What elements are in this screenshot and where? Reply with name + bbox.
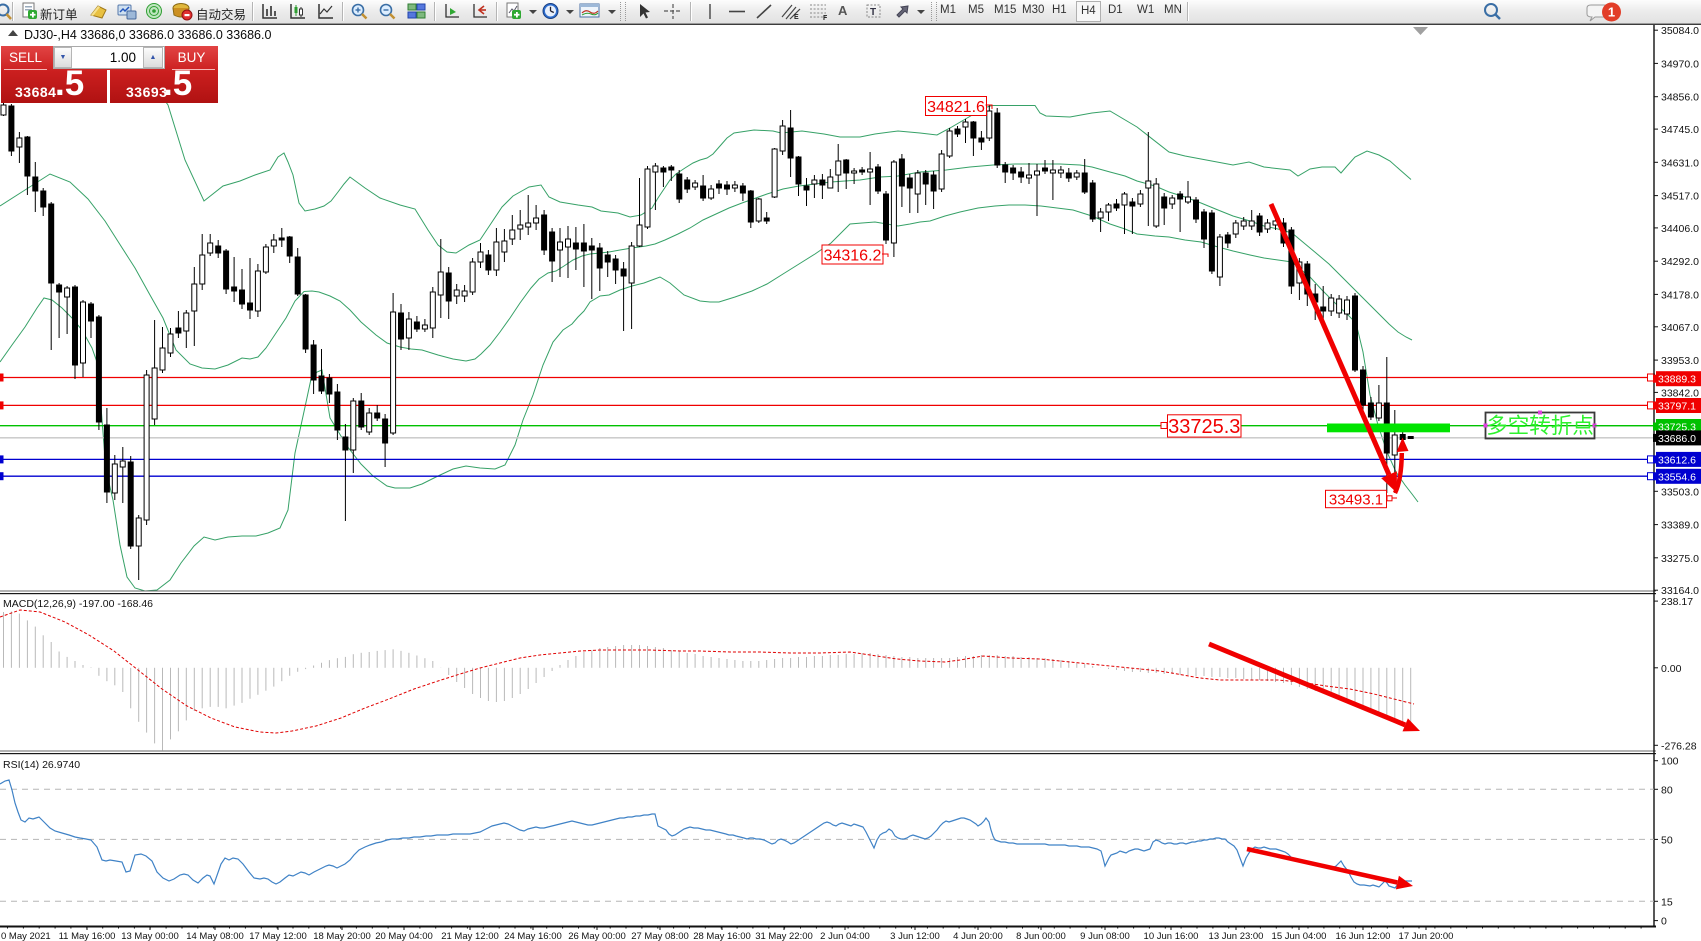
svg-text:34970.0: 34970.0 bbox=[1661, 58, 1699, 70]
svg-text:13 May 00:00: 13 May 00:00 bbox=[121, 931, 179, 941]
svg-text:1: 1 bbox=[1608, 5, 1615, 20]
svg-text:34316.2: 34316.2 bbox=[824, 247, 882, 264]
svg-text:33953.0: 33953.0 bbox=[1661, 355, 1699, 367]
svg-text:31 May 22:00: 31 May 22:00 bbox=[755, 931, 813, 941]
svg-text:27 May 08:00: 27 May 08:00 bbox=[631, 931, 689, 941]
svg-text:0 May 2021: 0 May 2021 bbox=[1, 931, 51, 941]
svg-text:RSI(14) 26.9740: RSI(14) 26.9740 bbox=[3, 759, 80, 771]
svg-text:34178.0: 34178.0 bbox=[1661, 289, 1699, 301]
svg-text:238.17: 238.17 bbox=[1661, 596, 1693, 608]
svg-text:35084.0: 35084.0 bbox=[1661, 25, 1699, 37]
svg-text:50: 50 bbox=[1661, 834, 1673, 846]
svg-text:-276.28: -276.28 bbox=[1661, 740, 1697, 752]
svg-text:多空转折点: 多空转折点 bbox=[1486, 414, 1594, 438]
svg-text:0: 0 bbox=[1661, 916, 1667, 928]
svg-text:2 Jun 04:00: 2 Jun 04:00 bbox=[820, 931, 870, 941]
svg-text:T: T bbox=[870, 7, 876, 18]
svg-text:11 May 16:00: 11 May 16:00 bbox=[59, 931, 116, 941]
svg-text:17 Jun 20:00: 17 Jun 20:00 bbox=[1399, 931, 1454, 941]
svg-text:33842.0: 33842.0 bbox=[1661, 387, 1699, 399]
svg-text:34821.6: 34821.6 bbox=[927, 99, 985, 116]
svg-text:33725.3: 33725.3 bbox=[1168, 416, 1240, 438]
svg-text:10 Jun 16:00: 10 Jun 16:00 bbox=[1144, 931, 1199, 941]
svg-text:33797.1: 33797.1 bbox=[1658, 401, 1696, 413]
svg-text:18 May 20:00: 18 May 20:00 bbox=[313, 931, 371, 941]
svg-text:8 Jun 00:00: 8 Jun 00:00 bbox=[1016, 931, 1066, 941]
svg-text:E: E bbox=[794, 14, 799, 21]
svg-text:14 May 08:00: 14 May 08:00 bbox=[186, 931, 244, 941]
svg-text:33164.0: 33164.0 bbox=[1661, 585, 1699, 597]
svg-text:F: F bbox=[823, 15, 828, 21]
svg-text:15: 15 bbox=[1661, 896, 1673, 908]
svg-text:33493.1: 33493.1 bbox=[1329, 491, 1383, 508]
svg-text:0.00: 0.00 bbox=[1661, 663, 1682, 675]
svg-text:9 Jun 08:00: 9 Jun 08:00 bbox=[1080, 931, 1130, 941]
svg-text:33554.6: 33554.6 bbox=[1658, 471, 1696, 483]
svg-text:15 Jun 04:00: 15 Jun 04:00 bbox=[1272, 931, 1327, 941]
svg-text:100: 100 bbox=[1661, 756, 1679, 768]
svg-text:28 May 16:00: 28 May 16:00 bbox=[693, 931, 751, 941]
svg-text:33275.0: 33275.0 bbox=[1661, 553, 1699, 565]
svg-text:4 Jun 20:00: 4 Jun 20:00 bbox=[953, 931, 1003, 941]
svg-text:13 Jun 23:00: 13 Jun 23:00 bbox=[1209, 931, 1264, 941]
svg-text:34631.0: 34631.0 bbox=[1661, 157, 1699, 169]
svg-text:26 May 00:00: 26 May 00:00 bbox=[568, 931, 626, 941]
svg-text:34745.0: 34745.0 bbox=[1661, 124, 1699, 136]
svg-text:17 May 12:00: 17 May 12:00 bbox=[249, 931, 307, 941]
svg-text:DJ30-,H4 33686,0 33686.0 3368: DJ30-,H4 33686,0 33686.0 33686.0 33686.0 bbox=[24, 28, 271, 42]
svg-text:24 May 16:00: 24 May 16:00 bbox=[504, 931, 562, 941]
svg-text:MACD(12,26,9) -197.00 -168.46: MACD(12,26,9) -197.00 -168.46 bbox=[3, 598, 153, 610]
svg-text:33612.6: 33612.6 bbox=[1658, 454, 1696, 466]
svg-text:20 May 04:00: 20 May 04:00 bbox=[375, 931, 433, 941]
svg-text:33686.0: 33686.0 bbox=[1658, 433, 1696, 445]
svg-text:34292.0: 34292.0 bbox=[1661, 256, 1699, 268]
svg-text:34406.0: 34406.0 bbox=[1661, 223, 1699, 235]
svg-text:34856.0: 34856.0 bbox=[1661, 92, 1699, 104]
svg-text:80: 80 bbox=[1661, 784, 1673, 796]
svg-text:16 Jun 12:00: 16 Jun 12:00 bbox=[1336, 931, 1391, 941]
svg-text:3 Jun 12:00: 3 Jun 12:00 bbox=[890, 931, 940, 941]
svg-text:33503.0: 33503.0 bbox=[1661, 486, 1699, 498]
svg-text:34517.0: 34517.0 bbox=[1661, 191, 1699, 203]
svg-text:33389.0: 33389.0 bbox=[1661, 520, 1699, 532]
svg-text:34067.0: 34067.0 bbox=[1661, 322, 1699, 334]
svg-text:33889.3: 33889.3 bbox=[1658, 374, 1696, 386]
svg-text:21 May 12:00: 21 May 12:00 bbox=[441, 931, 499, 941]
